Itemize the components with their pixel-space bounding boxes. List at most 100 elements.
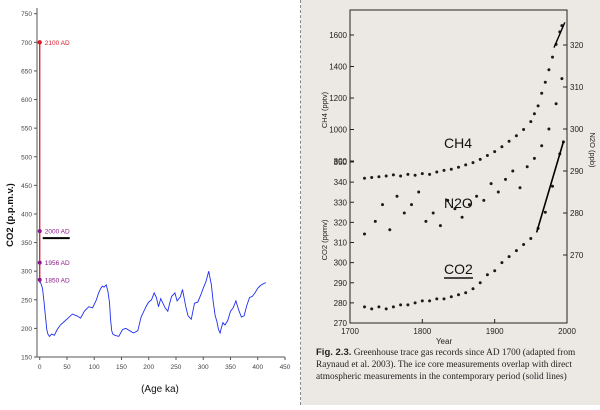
- n2o-tick-label: 280: [570, 209, 584, 218]
- right-x-axis-label: Year: [436, 337, 453, 346]
- series-label-ch4: CH4: [444, 135, 472, 151]
- data-point: [522, 243, 526, 246]
- co2-tick-label: 340: [334, 178, 348, 187]
- data-point: [424, 219, 428, 223]
- co2-tick-label: 330: [334, 198, 348, 207]
- data-point: [449, 295, 453, 299]
- event-point: [37, 277, 42, 282]
- data-point: [478, 157, 482, 161]
- n2o-tick-label: 290: [570, 167, 584, 176]
- left-x-axis-label: (Age ka): [141, 384, 179, 395]
- data-point: [560, 77, 564, 81]
- data-point: [442, 168, 446, 172]
- n2o-tick-label: 320: [570, 41, 584, 50]
- data-point: [543, 210, 547, 214]
- data-point: [395, 194, 399, 198]
- data-point: [435, 297, 439, 301]
- data-point: [551, 55, 554, 59]
- data-point: [428, 172, 432, 176]
- data-point: [471, 287, 475, 291]
- data-point: [482, 198, 486, 202]
- x-tick-label: 150: [116, 364, 127, 371]
- event-label: 1850 AD: [45, 277, 70, 284]
- ch4-direct-measurement-line: [553, 22, 566, 48]
- data-point: [485, 154, 489, 157]
- right-plot-frame: [349, 9, 568, 324]
- data-point: [413, 173, 417, 177]
- data-point: [370, 307, 374, 311]
- data-point: [420, 299, 424, 303]
- x-tick-label: 400: [252, 364, 263, 371]
- n2o-axis-label: N2O (ppb): [588, 132, 597, 168]
- co2-tick-label: 310: [334, 239, 348, 248]
- data-point: [500, 261, 504, 265]
- co2-direct-measurement-line: [535, 141, 565, 233]
- data-point: [406, 172, 410, 176]
- event-point: [37, 260, 42, 265]
- data-point: [500, 145, 504, 149]
- event-point: [37, 229, 42, 234]
- co2-tick-label: 350: [334, 158, 348, 167]
- data-point: [442, 297, 446, 301]
- data-point: [478, 281, 482, 285]
- data-point: [410, 203, 413, 207]
- data-point: [373, 219, 377, 223]
- n2o-tick-label: 300: [570, 125, 584, 134]
- data-point: [417, 190, 421, 194]
- data-point: [402, 211, 406, 215]
- data-point: [377, 175, 381, 179]
- data-point: [384, 307, 388, 311]
- data-point: [406, 303, 410, 307]
- data-point: [377, 305, 381, 309]
- n2o-tick-label: 310: [570, 83, 584, 92]
- data-point: [518, 186, 522, 190]
- y-tick-label: 750: [21, 11, 32, 18]
- data-point: [435, 170, 439, 174]
- co2-tick-label: 320: [334, 218, 348, 227]
- year-tick-label: 2000: [558, 327, 576, 336]
- data-point: [529, 120, 533, 124]
- ch4-tick-label: 1000: [329, 126, 347, 135]
- y-tick-label: 600: [21, 97, 32, 104]
- ice-core-co2-line: [39, 271, 267, 338]
- ice-core-co2-chart: 150 200 250 300 350 400 450 500 550 600 650 700 750 0…: [5, 8, 291, 395]
- data-point: [391, 173, 395, 177]
- ch4-tick-label: 1200: [329, 94, 347, 103]
- data-point: [532, 112, 536, 116]
- data-point: [420, 172, 424, 176]
- figure-caption: Fig. 2.3. Greenhouse trace gas records s…: [316, 347, 598, 383]
- ice-core-co2-chart-panel: 150 200 250 300 350 400 450 500 550 600 650 700 750 0…: [0, 0, 300, 405]
- data-point: [554, 102, 558, 106]
- data-point: [525, 165, 529, 169]
- data-point: [522, 128, 526, 131]
- data-point: [413, 301, 417, 305]
- ch4-axis-label: CH4 (pptv): [320, 91, 329, 128]
- co2-tick-label: 300: [334, 259, 348, 268]
- event-label: 2000 AD: [45, 229, 70, 236]
- series-label-co2: CO2: [444, 261, 473, 277]
- ch4-tick-label: 1600: [329, 31, 347, 40]
- data-point: [460, 215, 464, 219]
- y-tick-label: 400: [21, 211, 32, 218]
- series-label-n2o: N2O: [444, 195, 473, 211]
- y-tick-label: 500: [21, 154, 32, 161]
- data-point: [446, 198, 450, 202]
- data-point: [493, 269, 497, 273]
- trace-gas-figure-panel: 1700 1800 1900 2000 Year 270 280 290 300 310 320 33…: [301, 0, 600, 405]
- data-point: [370, 176, 374, 179]
- data-point: [467, 203, 471, 207]
- data-point: [471, 161, 475, 165]
- x-tick-label: 200: [143, 364, 154, 371]
- data-point: [464, 163, 468, 167]
- data-point: [540, 144, 544, 148]
- x-tick-label: 350: [225, 364, 236, 371]
- data-point: [428, 299, 432, 303]
- event-label: 1956 AD: [45, 260, 70, 267]
- x-tick-label: 450: [280, 364, 291, 371]
- series-ch4: [363, 24, 564, 180]
- data-point: [457, 165, 460, 169]
- data-point: [363, 232, 366, 236]
- x-tick-label: 250: [171, 364, 182, 371]
- data-point: [453, 207, 457, 211]
- figure-caption-body: Greenhouse trace gas records since AD 17…: [316, 348, 576, 382]
